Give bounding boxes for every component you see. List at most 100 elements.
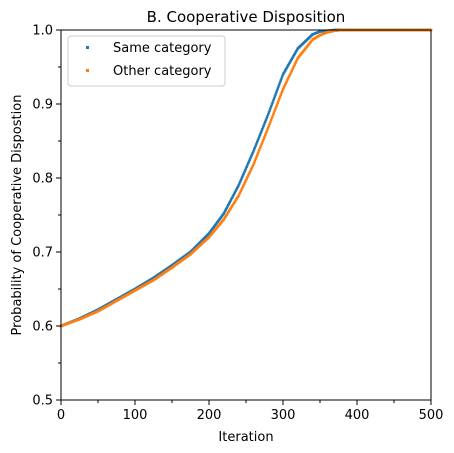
data-point bbox=[255, 154, 259, 157]
data-point bbox=[278, 95, 282, 99]
data-point bbox=[223, 210, 226, 214]
data-point bbox=[232, 192, 236, 196]
data-point bbox=[247, 174, 250, 177]
data-point bbox=[278, 83, 281, 86]
plot-frame bbox=[60, 29, 432, 401]
data-point bbox=[276, 87, 280, 90]
data-point bbox=[281, 75, 284, 78]
legend-label-same-category: Same category bbox=[113, 41, 212, 56]
data-point bbox=[252, 150, 255, 153]
data-point bbox=[227, 202, 231, 205]
data-point bbox=[228, 201, 231, 204]
y-tick-label: 0.8 bbox=[32, 172, 53, 187]
data-point bbox=[246, 175, 249, 179]
x-axis-ticks: 0 100 200 300 400 500 bbox=[57, 400, 444, 423]
data-point bbox=[235, 188, 238, 191]
data-point bbox=[272, 111, 276, 114]
data-point bbox=[241, 175, 244, 179]
data-point bbox=[286, 65, 289, 68]
data-point bbox=[224, 208, 228, 211]
data-point bbox=[247, 162, 250, 165]
data-point bbox=[290, 57, 294, 61]
data-point bbox=[275, 91, 278, 94]
data-point bbox=[295, 60, 298, 63]
data-point bbox=[222, 212, 225, 215]
data-point bbox=[267, 126, 270, 129]
data-point bbox=[253, 159, 257, 163]
data-point bbox=[244, 179, 248, 182]
data-point bbox=[232, 194, 235, 197]
data-point bbox=[238, 180, 242, 184]
data-point bbox=[247, 160, 251, 163]
data-point bbox=[285, 80, 288, 83]
data-point bbox=[262, 124, 265, 127]
data-point bbox=[250, 166, 254, 169]
data-point bbox=[283, 70, 286, 74]
data-point bbox=[281, 73, 285, 76]
data-point bbox=[261, 139, 265, 142]
data-point bbox=[275, 103, 279, 106]
data-point bbox=[227, 203, 230, 207]
data-point bbox=[240, 188, 243, 191]
data-point bbox=[281, 89, 284, 93]
data-point bbox=[271, 101, 274, 104]
data-point bbox=[267, 111, 271, 114]
data-point bbox=[248, 171, 251, 174]
data-point bbox=[237, 184, 240, 187]
data-point bbox=[236, 185, 240, 189]
x-tick-label: 300 bbox=[271, 408, 296, 423]
data-point bbox=[286, 78, 289, 82]
data-point bbox=[242, 172, 245, 175]
y-tick-label: 0.7 bbox=[32, 246, 53, 261]
data-point bbox=[292, 64, 296, 68]
data-point bbox=[268, 122, 271, 126]
data-point bbox=[275, 89, 279, 92]
data-point bbox=[259, 144, 262, 148]
data-point bbox=[284, 69, 287, 72]
data-point bbox=[287, 75, 291, 78]
x-tick-label: 0 bbox=[57, 408, 65, 423]
data-point bbox=[284, 68, 288, 71]
data-point bbox=[240, 177, 243, 180]
data-point bbox=[241, 185, 245, 188]
data-point bbox=[258, 146, 262, 150]
data-point bbox=[266, 128, 269, 131]
data-point bbox=[238, 182, 241, 185]
data-point bbox=[251, 151, 254, 155]
data-point bbox=[273, 109, 277, 112]
data-point bbox=[291, 56, 294, 59]
data-point bbox=[255, 142, 258, 146]
data-point bbox=[254, 144, 257, 148]
data-point bbox=[267, 113, 270, 116]
data-point bbox=[241, 173, 245, 177]
data-point bbox=[245, 165, 248, 168]
legend-frame bbox=[67, 35, 226, 87]
data-point bbox=[289, 72, 292, 75]
x-tick-label: 100 bbox=[123, 408, 148, 423]
y-tick-label: 0.9 bbox=[32, 98, 53, 113]
data-point bbox=[264, 118, 268, 122]
data-point bbox=[271, 114, 274, 118]
data-point bbox=[269, 105, 273, 108]
data-point bbox=[295, 58, 299, 61]
data-point bbox=[231, 195, 234, 198]
data-point bbox=[272, 97, 276, 100]
data-point bbox=[292, 55, 295, 58]
data-point bbox=[270, 116, 274, 120]
y-tick-label: 1.0 bbox=[32, 24, 53, 39]
data-point bbox=[261, 126, 265, 129]
data-point bbox=[278, 81, 282, 84]
data-point bbox=[289, 60, 292, 63]
data-point bbox=[256, 152, 260, 155]
x-tick-label: 500 bbox=[419, 408, 444, 423]
data-point bbox=[268, 109, 271, 112]
data-point bbox=[290, 69, 294, 72]
y-axis-ticks: 0.5 0.6 0.7 0.8 0.9 1.0 bbox=[32, 24, 61, 409]
data-point bbox=[279, 79, 282, 82]
data-point bbox=[269, 107, 272, 110]
data-point bbox=[252, 163, 255, 166]
data-point bbox=[261, 127, 264, 131]
data-point bbox=[244, 168, 247, 172]
data-point bbox=[249, 168, 253, 171]
